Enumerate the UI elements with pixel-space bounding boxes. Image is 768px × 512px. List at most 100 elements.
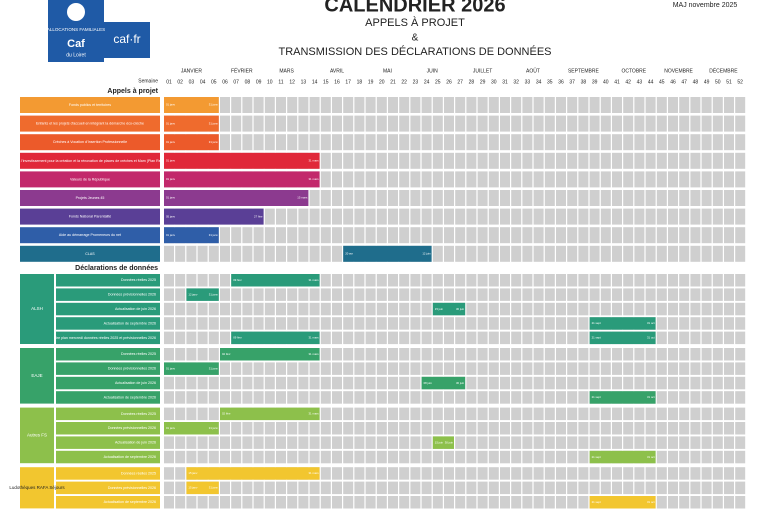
week-cell: [668, 467, 678, 480]
week-cell: [197, 391, 208, 404]
week-cell: [332, 436, 342, 449]
week-cell: [656, 450, 667, 464]
week-cell: [432, 317, 443, 330]
week-cell: [208, 496, 219, 509]
week-label: 28: [469, 79, 475, 85]
week-cell: [735, 407, 746, 421]
week-cell: [544, 496, 555, 509]
week-cell: [724, 97, 734, 113]
week-cell: [421, 134, 432, 151]
week-cell: [343, 348, 354, 361]
week-cell: [421, 481, 432, 495]
row-label: Projets Jeunes 45: [76, 196, 105, 200]
week-cell: [388, 422, 398, 435]
week-label: 04: [200, 79, 206, 85]
week-cell: [287, 245, 298, 262]
week-cell: [231, 115, 242, 132]
week-cell: [522, 481, 533, 495]
logo-site-box: [104, 22, 150, 58]
week-cell: [388, 481, 398, 495]
period-bar: [231, 331, 320, 345]
row-label-box: [56, 422, 160, 435]
week-cell: [421, 115, 432, 132]
week-cell: [264, 481, 275, 495]
week-cell: [477, 288, 488, 301]
week-cell: [656, 134, 667, 151]
period-bar: [589, 331, 656, 345]
week-cell: [399, 496, 410, 509]
week-cell: [477, 245, 488, 262]
week-cell: [567, 171, 578, 188]
row-label-box: [20, 152, 160, 169]
week-cell: [724, 208, 734, 225]
week-cell: [600, 288, 611, 301]
week-cell: [186, 376, 197, 390]
week-cell: [511, 376, 522, 390]
week-cell: [477, 190, 488, 206]
week-cell: [589, 171, 600, 188]
week-cell: [589, 407, 600, 421]
week-cell: [500, 450, 510, 464]
week-cell: [701, 97, 712, 113]
week-cell: [332, 376, 342, 390]
week-label: 01: [166, 79, 172, 85]
week-cell: [500, 274, 510, 287]
week-cell: [276, 422, 286, 435]
week-cell: [444, 171, 454, 188]
week-cell: [332, 302, 342, 316]
week-cell: [455, 208, 466, 225]
week-label: 09: [256, 79, 262, 85]
week-cell: [298, 481, 309, 495]
week-cell: [376, 208, 387, 225]
group-label: Ludothèques RAFA Séjours: [9, 485, 65, 490]
week-cell: [242, 97, 253, 113]
week-cell: [410, 288, 421, 301]
week-cell: [578, 190, 589, 206]
week-cell: [332, 362, 342, 375]
week-cell: [556, 208, 566, 225]
week-cell: [477, 391, 488, 404]
week-cell: [444, 422, 454, 435]
week-cell: [354, 152, 365, 169]
week-cell: [175, 496, 186, 509]
week-cell: [399, 348, 410, 361]
week-cell: [253, 481, 264, 495]
week-cell: [578, 227, 589, 244]
week-cell: [231, 227, 242, 244]
week-cell: [455, 348, 466, 361]
week-cell: [533, 376, 544, 390]
week-cell: [567, 348, 578, 361]
week-cell: [533, 288, 544, 301]
week-cell: [410, 227, 421, 244]
week-cell: [645, 302, 656, 316]
week-cell: [388, 288, 398, 301]
week-cell: [309, 496, 320, 509]
week-cell: [343, 152, 354, 169]
week-cell: [410, 274, 421, 287]
week-cell: [354, 362, 365, 375]
week-cell: [690, 97, 701, 113]
week-cell: [600, 376, 611, 390]
week-cell: [455, 190, 466, 206]
week-cell: [556, 391, 566, 404]
week-cell: [623, 288, 634, 301]
week-cell: [488, 422, 499, 435]
week-cell: [276, 115, 286, 132]
week-cell: [724, 302, 734, 316]
week-cell: [242, 436, 253, 449]
week-cell: [287, 450, 298, 464]
week-label: 10: [267, 79, 273, 85]
week-cell: [701, 245, 712, 262]
bar-start-label: 08 juin: [424, 381, 433, 385]
week-cell: [668, 422, 678, 435]
bar-start-label: 21 sept: [592, 500, 601, 504]
week-cell: [175, 348, 186, 361]
bar-start-label: 15 juin: [435, 307, 444, 311]
week-cell: [600, 302, 611, 316]
week-cell: [208, 245, 219, 262]
week-cell: [488, 467, 499, 480]
week-cell: [567, 115, 578, 132]
week-cell: [477, 317, 488, 330]
week-cell: [522, 317, 533, 330]
week-cell: [220, 436, 230, 449]
